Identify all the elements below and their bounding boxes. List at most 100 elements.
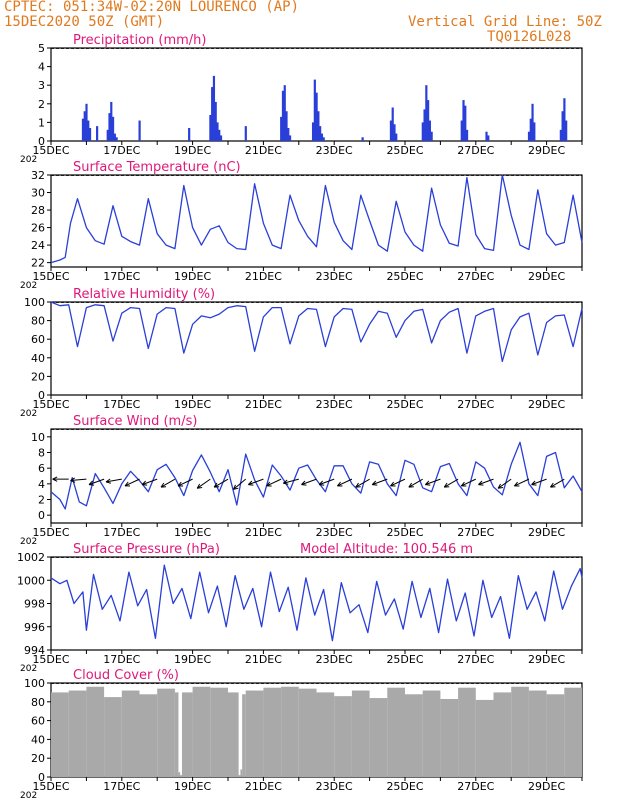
precip-bar — [83, 111, 86, 141]
wind-arrow — [497, 478, 512, 489]
cloud-column — [493, 692, 512, 777]
cloud-column — [422, 690, 441, 777]
wind-panel: 0 2 4 6 8 10 15DEC 17DEC 19DEC 21DEC 23DEC 25DEC 27D… — [20, 414, 583, 547]
precip-bar — [211, 87, 214, 141]
precip-bar — [464, 105, 467, 141]
x-tick-label: 17DEC — [103, 270, 140, 283]
wind-arrow — [337, 478, 353, 487]
y-tick-label: 100 — [24, 296, 45, 309]
wind-arrow — [196, 478, 211, 489]
y-tick-label: 60 — [31, 333, 45, 346]
x-tick-label: 25DEC — [386, 144, 423, 157]
cloud-column — [68, 690, 87, 777]
x-tick-label: 29DEC — [528, 144, 565, 157]
precip-bar — [319, 126, 322, 141]
x-tick-label: 19DEC — [174, 144, 211, 157]
y-tick-label: 3 — [38, 79, 45, 92]
x-tick-label: 15DEC — [32, 780, 69, 793]
precip-bar — [561, 111, 564, 141]
precip-bar — [322, 137, 325, 141]
cloud-column — [210, 687, 228, 777]
x-tick-label: 15DEC — [32, 398, 69, 411]
precip-bar — [113, 133, 116, 141]
x-tick-label: 15DEC — [32, 526, 69, 539]
x-tick-label: 29DEC — [528, 526, 565, 539]
precip-bar — [283, 85, 286, 141]
cloud-column — [281, 686, 299, 777]
rh-line — [50, 301, 583, 363]
precip-bar — [485, 131, 488, 141]
precip-bar — [111, 116, 115, 141]
precip-bar — [427, 100, 430, 141]
precip-bar — [219, 135, 223, 141]
precip-bar — [317, 111, 320, 141]
cloud-column — [51, 692, 69, 777]
x-tick-label: 19DEC — [174, 526, 211, 539]
y-tick-label: 4 — [38, 478, 45, 491]
wind-arrow — [301, 478, 317, 486]
precip-bar — [115, 137, 118, 141]
precip-bar — [216, 122, 219, 141]
precip-bar — [81, 118, 85, 141]
precip-bar — [87, 120, 90, 141]
precip-bar — [108, 113, 111, 141]
x-tick-label: 19DEC — [174, 653, 211, 666]
x-tick-label: 25DEC — [386, 653, 423, 666]
wind-arrow — [390, 478, 406, 487]
x-tick-label: 23DEC — [316, 144, 353, 157]
precip-bar — [563, 98, 566, 141]
cloud-column — [157, 688, 175, 777]
y-tick-label: 30 — [31, 187, 45, 200]
precip-bar — [285, 111, 288, 141]
precip-bar — [88, 127, 92, 141]
precip-bar — [138, 120, 141, 141]
cloud-column — [298, 688, 317, 777]
wind-arrow — [141, 478, 158, 486]
precip-bar — [531, 103, 534, 141]
wind-arrow — [124, 478, 140, 487]
y-tick-label: 2 — [38, 494, 45, 507]
wind-arrow — [550, 478, 565, 488]
precip-bar — [425, 85, 428, 141]
x-tick-label: 29DEC — [528, 653, 565, 666]
precip-bar — [281, 90, 285, 141]
panel-title: Surface Wind (m/s) — [73, 414, 197, 429]
x-tick-label: 27DEC — [457, 653, 494, 666]
x-tick-label: 21DEC — [245, 144, 282, 157]
x-tick-label: 29DEC — [528, 780, 565, 793]
model-altitude-label: Model Altitude: 100.546 m — [300, 542, 473, 557]
wind-arrow — [232, 478, 247, 490]
y-tick-label: 60 — [31, 715, 45, 728]
cloud-column — [369, 698, 388, 777]
precip-bar — [287, 127, 290, 141]
wind-arrow — [514, 478, 530, 487]
precip-bar — [533, 122, 536, 141]
wind-arrow — [160, 478, 176, 488]
x-tick-label: 21DEC — [245, 526, 282, 539]
x-tick-label: 23DEC — [316, 270, 353, 283]
precip-bar — [212, 75, 216, 141]
wind-arrow — [177, 478, 193, 487]
y-tick-label: 80 — [31, 696, 45, 709]
y-tick-label: 0 — [38, 771, 45, 784]
precip-bar — [110, 101, 113, 141]
y-tick-label: 20 — [31, 752, 45, 765]
x-tick-label: 15DEC — [32, 653, 69, 666]
y-tick-label: 24 — [31, 239, 45, 252]
y-tick-label: 20 — [31, 370, 45, 383]
y-tick-label: 26 — [31, 222, 45, 235]
cloud-column — [440, 698, 459, 777]
wind-arrow — [88, 478, 105, 486]
vertical-grid-line-label: Vertical Grid Line: 50Z — [408, 14, 602, 30]
x-tick-label: 17DEC — [103, 653, 140, 666]
y-tick-label: 22 — [31, 257, 45, 270]
model-id: TQ0126L028 — [487, 29, 572, 45]
x-tick-label: 23DEC — [316, 780, 353, 793]
wind-arrow — [213, 478, 229, 488]
x-tick-label: 19DEC — [174, 398, 211, 411]
cloud-column — [245, 690, 264, 777]
cloud-column — [263, 687, 282, 777]
x-tick-label: 27DEC — [457, 780, 494, 793]
x-tick-label: 27DEC — [457, 144, 494, 157]
